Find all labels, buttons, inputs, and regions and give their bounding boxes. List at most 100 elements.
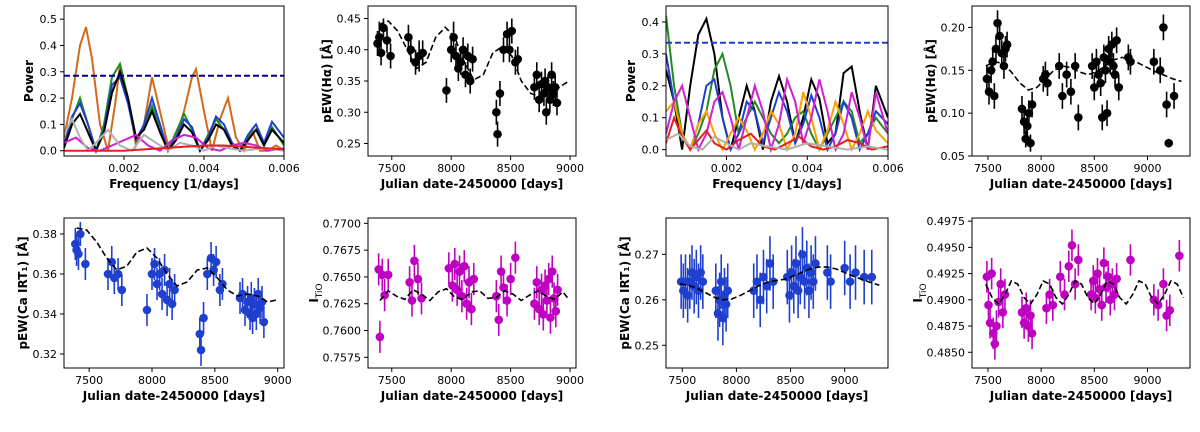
x-tick-label: 8500 — [497, 374, 525, 387]
y-tick-label: 0.25 — [635, 339, 660, 352]
point-marker — [986, 65, 996, 75]
data-point — [418, 40, 427, 66]
point-marker — [418, 48, 427, 58]
y-tick-label: 0.40 — [337, 44, 362, 57]
data-point — [81, 248, 90, 280]
y-axis-label: ITiO — [307, 283, 325, 302]
data-point — [1097, 104, 1107, 131]
point-marker — [542, 296, 552, 305]
point-marker — [1026, 311, 1035, 320]
point-marker — [467, 304, 476, 314]
data-point — [1097, 289, 1107, 321]
data-point — [413, 263, 423, 296]
y-tick-label: 0.4925 — [927, 268, 966, 281]
x-tick-label: 8000 — [1027, 162, 1055, 175]
data-point — [547, 62, 556, 88]
x-tick-label: 7500 — [378, 162, 406, 175]
panel-halpha-timeseries-right: 7500 8000 8500 9000 0.05 0.10 0.15 0.20 Julian d… — [923, 5, 1191, 191]
data-point — [150, 248, 159, 280]
data-point — [113, 258, 123, 290]
point-marker — [804, 286, 814, 296]
plot-area — [982, 229, 1185, 360]
point-marker — [984, 300, 993, 310]
point-marker — [1101, 65, 1110, 75]
y-tick-label: 0.05 — [941, 150, 966, 163]
y-tick-label: 0.1 — [642, 112, 660, 125]
series-line-red — [64, 144, 284, 152]
point-marker — [547, 267, 557, 276]
y-tick-label: 0.4975 — [927, 215, 966, 228]
data-point — [499, 37, 508, 63]
point-marker — [1042, 303, 1051, 313]
point-marker — [376, 48, 386, 58]
x-tick-label: 7500 — [668, 374, 696, 387]
point-marker — [203, 269, 212, 279]
point-marker — [749, 286, 759, 296]
point-marker — [76, 229, 85, 239]
data-point — [1058, 83, 1067, 109]
data-point — [532, 266, 542, 299]
data-point — [1027, 91, 1037, 118]
point-marker — [683, 290, 692, 300]
y-tick-label: 0.1 — [40, 118, 58, 131]
y-tick-label: 0.7675 — [323, 244, 362, 257]
point-marker — [375, 332, 385, 342]
axes-frame — [665, 5, 889, 157]
data-point — [379, 18, 388, 38]
data-point — [375, 320, 385, 353]
data-point — [553, 273, 562, 306]
data-point — [1101, 57, 1110, 84]
y-tick-label: 0.0 — [40, 145, 58, 158]
x-tick-label: 7500 — [378, 374, 406, 387]
data-point — [1054, 53, 1064, 79]
x-tick-label: 0.006 — [268, 162, 300, 175]
point-marker — [449, 32, 458, 42]
x-tick-label: 8500 — [777, 374, 805, 387]
point-marker — [259, 317, 269, 327]
point-marker — [1066, 87, 1076, 97]
point-marker — [468, 54, 477, 64]
y-tick-label: 0.30 — [337, 106, 362, 119]
point-marker — [823, 268, 832, 277]
data-point — [502, 284, 512, 317]
point-marker — [499, 45, 508, 55]
data-point — [493, 121, 502, 147]
data-point — [990, 83, 999, 109]
point-marker — [492, 291, 501, 301]
point-marker — [1109, 61, 1118, 71]
data-point — [1002, 31, 1012, 58]
x-tick-label: 0.004 — [188, 162, 220, 175]
point-marker — [998, 308, 1008, 317]
point-marker — [992, 321, 1001, 331]
point-marker — [867, 272, 877, 282]
point-marker — [103, 269, 113, 279]
point-marker — [696, 268, 705, 277]
data-point — [492, 280, 501, 313]
y-tick-label: 0.4875 — [927, 320, 966, 333]
point-marker — [1112, 274, 1121, 284]
axes-frame — [367, 217, 577, 369]
data-point — [203, 258, 212, 290]
series-line-grey — [666, 132, 888, 151]
data-point — [196, 334, 206, 366]
point-marker — [993, 18, 1002, 28]
series-line-black — [666, 15, 888, 150]
data-point — [984, 289, 993, 321]
point-marker — [808, 277, 818, 286]
series-line-black — [64, 68, 284, 154]
data-point — [1164, 138, 1174, 148]
data-point — [1103, 261, 1113, 293]
point-marker — [383, 270, 393, 280]
y-tick-label: 0.26 — [635, 294, 660, 307]
point-marker — [1074, 113, 1083, 122]
point-marker — [1024, 108, 1034, 118]
data-point — [800, 254, 809, 309]
point-marker — [985, 318, 995, 328]
data-point — [449, 21, 458, 53]
data-point — [1043, 70, 1052, 96]
point-marker — [765, 259, 775, 268]
point-marker — [759, 272, 768, 282]
data-point — [382, 27, 392, 53]
point-marker — [150, 259, 159, 269]
point-marker — [410, 256, 419, 266]
